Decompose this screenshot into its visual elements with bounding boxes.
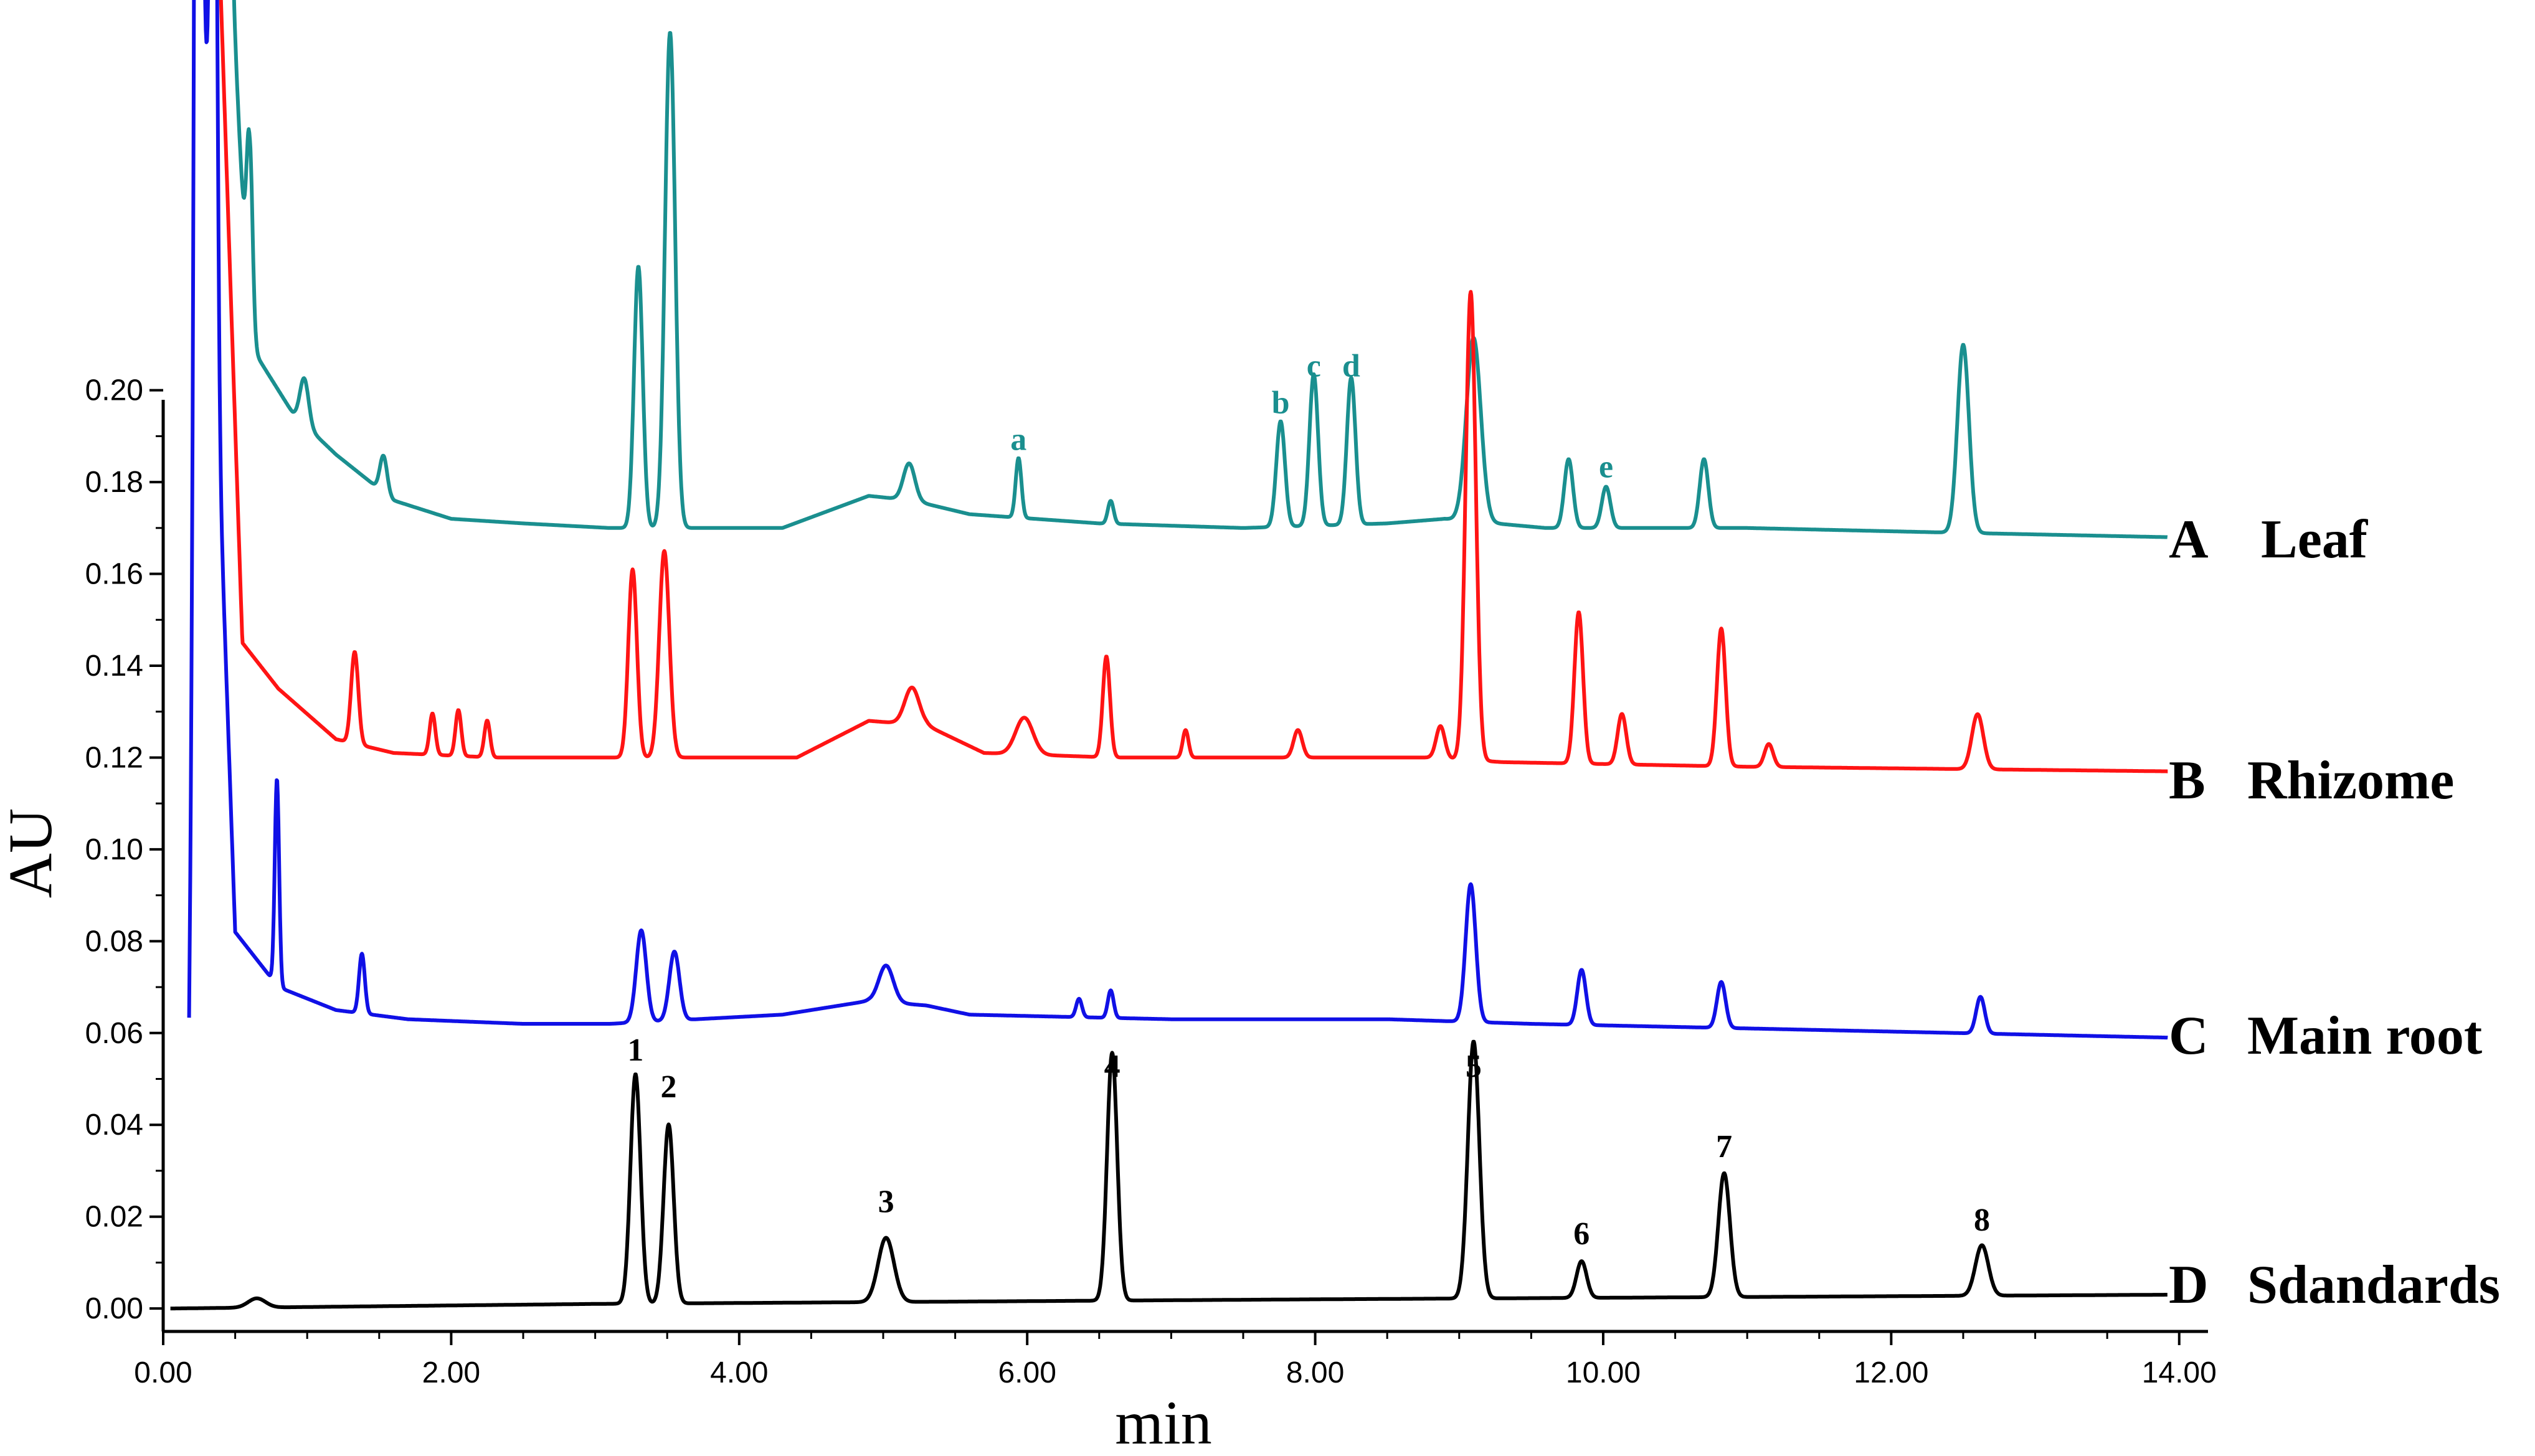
y-tick-label: 0.20 xyxy=(85,374,143,407)
peak-label: d xyxy=(1342,349,1360,384)
trace-line-b xyxy=(219,0,2169,773)
x-tick-label: 0.00 xyxy=(134,1356,192,1389)
x-axis-title: min xyxy=(1115,1388,1212,1456)
x-axis-ticks: 0.00 2.00 4.00 6.00 8.00 10.00 12.00 14.00 xyxy=(134,1331,2217,1389)
x-tick-label: 2.00 xyxy=(422,1356,480,1389)
trace-labels: A Leaf B Rhizome C Main root D Sdandards xyxy=(2169,509,2500,1315)
peak-label: c xyxy=(1307,349,1321,384)
trace-line-c xyxy=(187,0,2169,1040)
trace-letter: B xyxy=(2169,750,2206,811)
peak-label: 3 xyxy=(878,1184,894,1219)
peak-annotations: a bc d e 12 3 4 5 6 7 8 xyxy=(627,349,1990,1252)
peak-label: 5 xyxy=(1466,1049,1482,1084)
x-tick-label: 14.00 xyxy=(2142,1356,2217,1389)
trace-line-a xyxy=(232,0,2169,539)
trace-lines xyxy=(169,0,2169,1311)
trace-letter: A xyxy=(2169,509,2209,570)
x-tick-label: 10.00 xyxy=(1566,1356,1641,1389)
peak-label: 1 xyxy=(627,1033,643,1068)
y-tick-label: 0.10 xyxy=(85,833,143,866)
trace-letter: D xyxy=(2169,1255,2209,1315)
peak-label: 4 xyxy=(1104,1049,1121,1084)
axes xyxy=(161,400,2208,1333)
peak-label: a xyxy=(1010,422,1026,457)
peak-label: 6 xyxy=(1573,1216,1590,1252)
x-tick-label: 4.00 xyxy=(710,1356,768,1389)
trace-name: Rhizome xyxy=(2247,750,2454,811)
trace-name: Main root xyxy=(2247,1006,2482,1066)
y-tick-label: 0.04 xyxy=(85,1109,143,1142)
y-tick-label: 0.08 xyxy=(85,925,143,958)
y-tick-label: 0.00 xyxy=(85,1292,143,1325)
x-tick-label: 6.00 xyxy=(998,1356,1056,1389)
trace-line-d xyxy=(169,1039,2169,1311)
y-axis-ticks: 0.00 0.02 0.04 0.06 0.08 0.10 0.12 0.14 0.16 0.18… xyxy=(85,374,163,1325)
y-tick-label: 0.18 xyxy=(85,466,143,499)
trace-name: Sdandards xyxy=(2247,1255,2500,1315)
peak-label: b xyxy=(1272,385,1290,421)
y-tick-label: 0.14 xyxy=(85,650,143,683)
y-axis-title: AU xyxy=(0,808,65,898)
x-tick-label: 12.00 xyxy=(1854,1356,1928,1389)
y-tick-label: 0.12 xyxy=(85,741,143,774)
peak-label: 8 xyxy=(1974,1203,1990,1238)
peak-label: e xyxy=(1599,450,1613,485)
y-tick-label: 0.02 xyxy=(85,1201,143,1234)
trace-letter: C xyxy=(2169,1006,2209,1066)
y-tick-label: 0.16 xyxy=(85,558,143,591)
x-tick-label: 8.00 xyxy=(1286,1356,1344,1389)
trace-name: Leaf xyxy=(2261,509,2369,570)
y-tick-label: 0.06 xyxy=(85,1017,143,1050)
peak-label: 2 xyxy=(661,1069,677,1105)
peak-label: 7 xyxy=(1716,1129,1732,1165)
